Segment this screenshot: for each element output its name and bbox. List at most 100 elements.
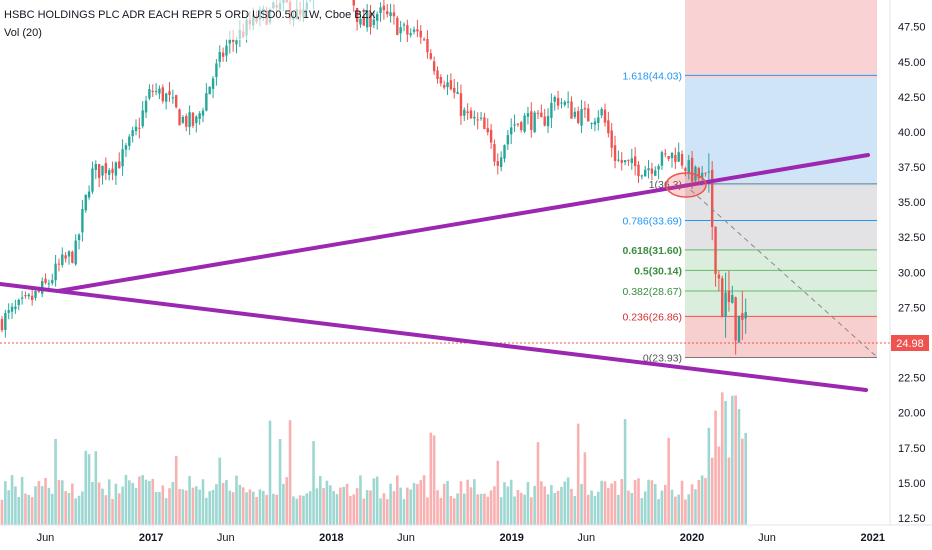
- volume-bar: [530, 497, 533, 525]
- volume-bar: [131, 482, 134, 525]
- volume-bar: [603, 481, 607, 525]
- candle-body: [737, 315, 741, 343]
- candle-body: [496, 161, 499, 166]
- candle-body: [466, 111, 469, 113]
- volume-bar: [50, 493, 54, 525]
- candle-body: [510, 127, 513, 135]
- volume-bar: [241, 487, 245, 525]
- volume-bar: [4, 481, 7, 525]
- volume-bar: [312, 441, 315, 525]
- volume-bar: [71, 483, 74, 525]
- candle-body: [633, 156, 637, 167]
- volume-bar: [168, 488, 171, 525]
- candle-body: [208, 86, 211, 95]
- volume-bar: [322, 488, 325, 525]
- volume-bar: [178, 488, 181, 525]
- current-price-badge: [891, 335, 929, 351]
- volume-bar: [37, 481, 41, 525]
- volume-bar: [429, 432, 433, 525]
- time-tick-label: 2017: [139, 532, 163, 544]
- candle-body: [134, 126, 138, 132]
- price-tick-label: 15.00: [898, 478, 926, 490]
- candle-body: [680, 154, 684, 166]
- volume-bar: [24, 493, 27, 525]
- volume-bar: [355, 488, 359, 525]
- candle-body: [355, 7, 359, 22]
- price-tick-label: 42.50: [898, 92, 926, 104]
- volume-bar: [647, 479, 650, 525]
- candle-body: [684, 168, 687, 172]
- volume-bar: [67, 492, 71, 525]
- candle-body: [560, 102, 563, 104]
- volume-bar: [211, 489, 215, 525]
- price-tick-label: 47.50: [898, 22, 926, 34]
- candle-body: [711, 169, 714, 228]
- volume-bar: [144, 479, 148, 525]
- candle-body: [422, 39, 426, 41]
- volume-bar: [325, 480, 329, 525]
- volume-bar: [623, 419, 627, 525]
- candle-body: [175, 95, 178, 108]
- candle-body: [148, 89, 151, 99]
- candle-body: [64, 255, 67, 259]
- candle-body: [627, 159, 630, 161]
- volume-bar: [245, 492, 248, 525]
- fibonacci-lines: [685, 74, 877, 359]
- candle-body: [513, 124, 516, 126]
- volume-bar: [81, 491, 84, 525]
- volume-bar: [64, 491, 67, 525]
- candle-body: [144, 100, 148, 113]
- trendline-down[interactable]: [0, 282, 868, 392]
- candle-body: [54, 263, 57, 281]
- volume-bar: [744, 432, 747, 525]
- candle-body: [27, 294, 30, 297]
- candle-body: [667, 156, 670, 160]
- volume-bar: [94, 451, 98, 525]
- volume-bar: [446, 480, 449, 525]
- volume-bar: [201, 479, 205, 525]
- candle-body: [171, 97, 175, 99]
- candle-body: [141, 110, 144, 127]
- volume-bar: [426, 497, 429, 525]
- volume-bar: [104, 495, 108, 525]
- volume-bar: [640, 498, 644, 525]
- time-axis[interactable]: Jun 2017 Jun 2018 Jun 2019 Jun 2020 Jun 2021: [0, 524, 932, 544]
- volume-bar: [643, 491, 647, 525]
- volume-bar: [148, 480, 151, 525]
- candle-body: [44, 278, 47, 283]
- volume-bar: [710, 457, 714, 525]
- candle-body: [114, 162, 118, 176]
- volume-bar: [416, 484, 419, 525]
- volume-bar: [650, 480, 654, 525]
- volume-bar: [442, 483, 446, 525]
- symbol-title[interactable]: HSBC HOLDINGS PLC ADR EACH REPR 5 ORD US…: [4, 9, 376, 21]
- volume-bar: [379, 498, 382, 525]
- volume-bar: [526, 482, 530, 525]
- volume-bar: [516, 489, 520, 525]
- candle-body: [727, 291, 731, 303]
- volume-indicator-label[interactable]: Vol (20): [4, 27, 42, 39]
- candle-body: [744, 312, 747, 319]
- trendline-support-up[interactable]: [56, 153, 870, 293]
- candle-body: [543, 116, 546, 126]
- candle-body: [449, 80, 453, 90]
- volume-bar: [231, 492, 235, 525]
- volume-bar: [533, 485, 536, 525]
- volume-bar: [141, 475, 144, 525]
- candle-body: [198, 113, 201, 119]
- candle-body: [741, 313, 744, 320]
- volume-bar: [412, 482, 416, 525]
- candle-body: [610, 130, 613, 148]
- fib-level-label: 0.236(26.86): [622, 311, 682, 323]
- volume-bar: [550, 484, 553, 525]
- volume-bar: [385, 499, 389, 525]
- volume-bar: [720, 392, 724, 525]
- price-axis[interactable]: 47.50 45.00 42.50 40.00 37.50 35.00 32.50 30.00…: [889, 0, 929, 525]
- volume-bar: [503, 482, 506, 525]
- breakdown-highlight-ellipse[interactable]: [665, 172, 707, 198]
- volume-bar: [493, 486, 496, 525]
- candle-body: [432, 61, 436, 72]
- volume-bar: [282, 483, 285, 525]
- candle-body: [104, 163, 108, 174]
